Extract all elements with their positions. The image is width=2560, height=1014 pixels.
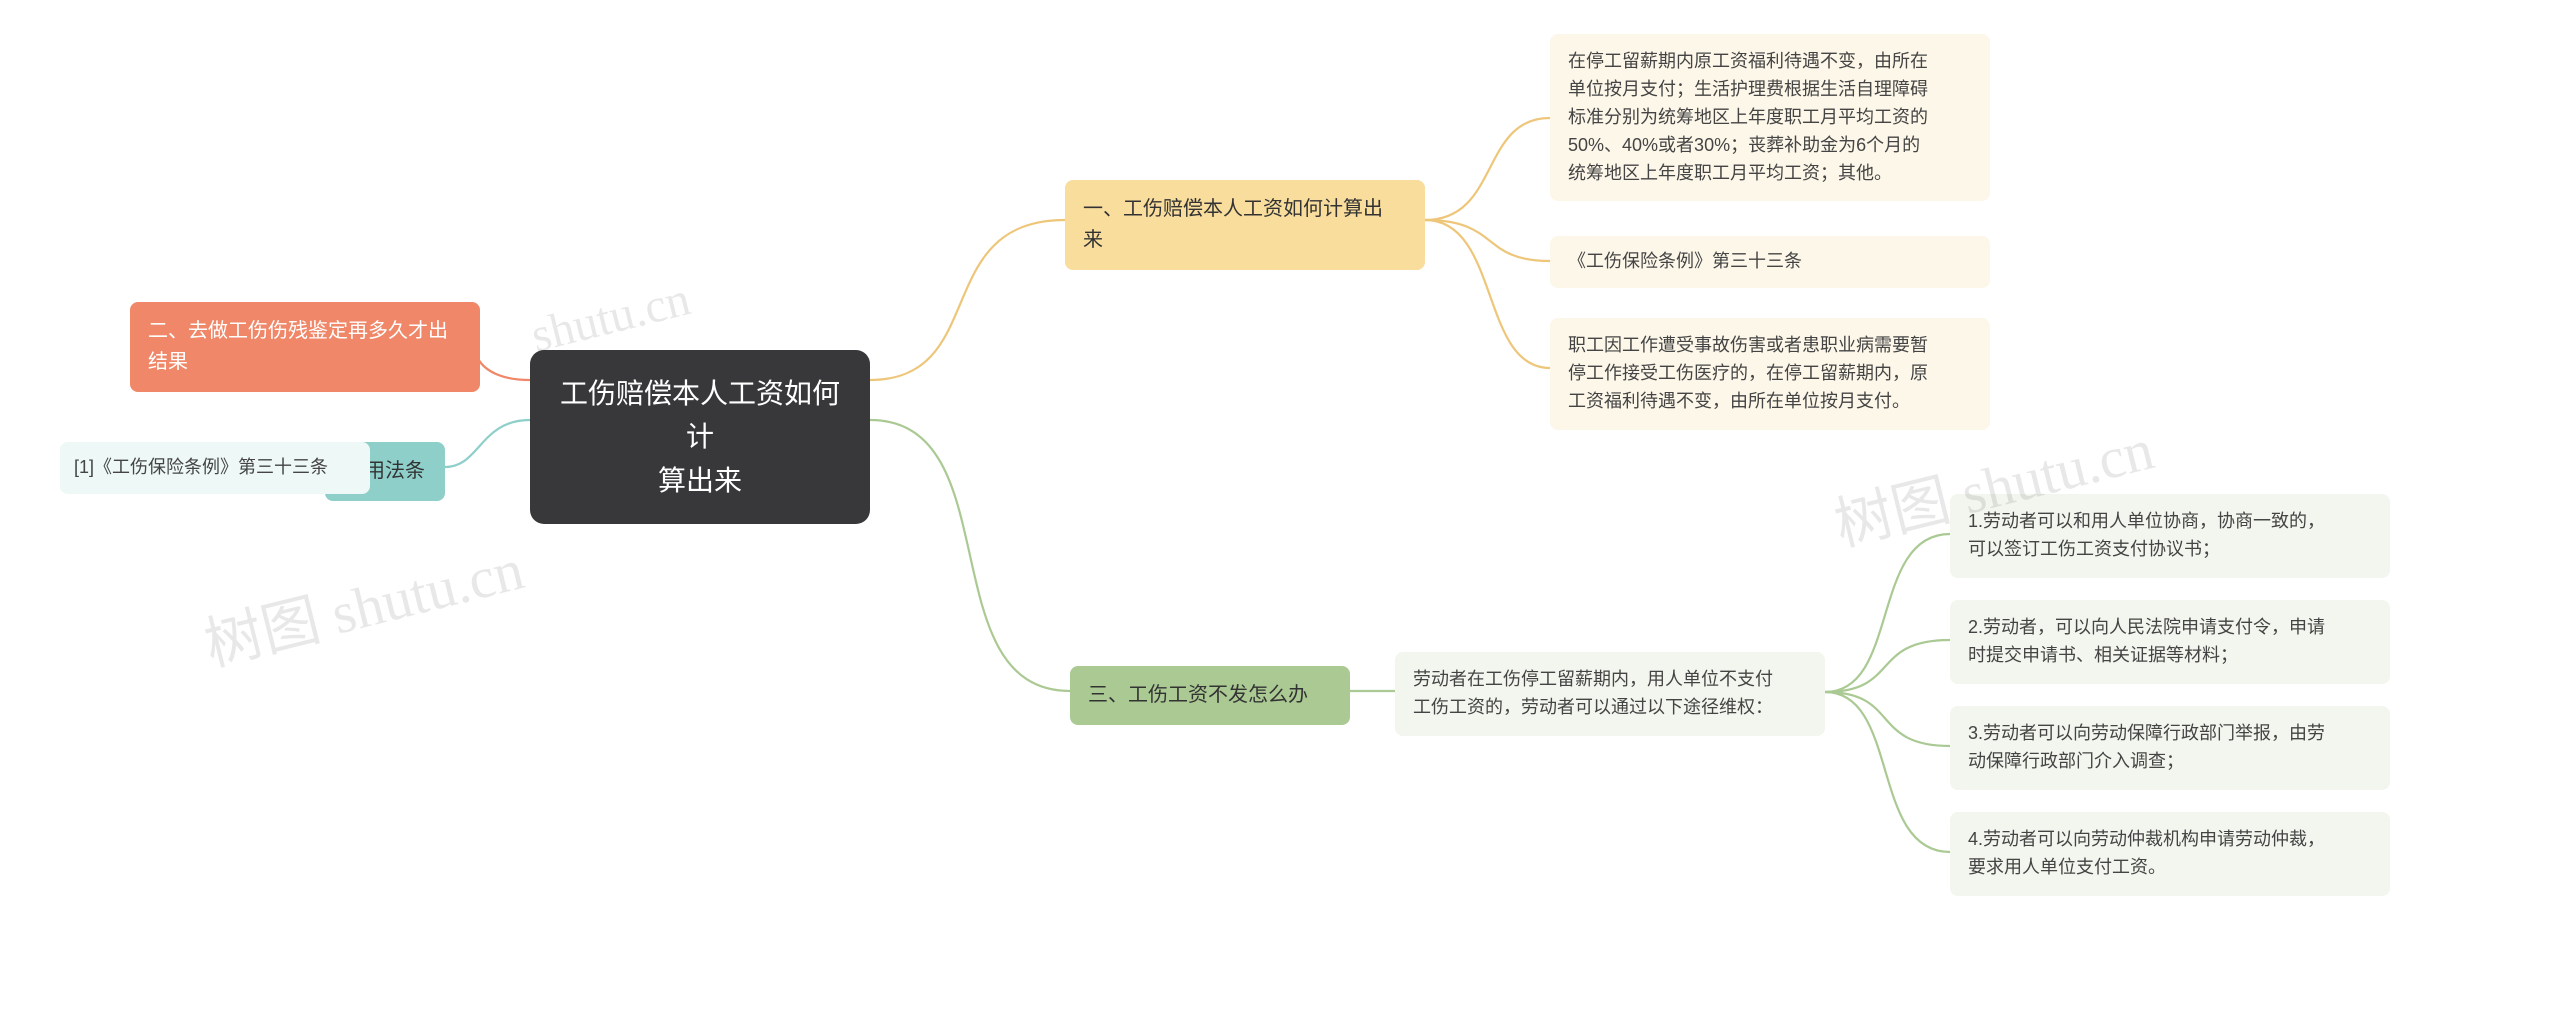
leaf-label: 3.劳动者可以向劳动保障行政部门举报，由劳 动保障行政部门介入调查； bbox=[1968, 723, 2325, 771]
node-section-3[interactable]: 三、工伤工资不发怎么办 bbox=[1070, 666, 1350, 725]
watermark: 树图 shutu.cn bbox=[195, 522, 531, 682]
node-section-2[interactable]: 二、去做工伤伤残鉴定再多久才出 结果 bbox=[130, 302, 480, 392]
leaf-label: 1.劳动者可以和用人单位协商，协商一致的， 可以签订工伤工资支付协议书； bbox=[1968, 511, 2325, 559]
leaf-s3-3[interactable]: 4.劳动者可以向劳动仲裁机构申请劳动仲裁， 要求用人单位支付工资。 bbox=[1950, 812, 2390, 896]
leaf-label: 4.劳动者可以向劳动仲裁机构申请劳动仲裁， 要求用人单位支付工资。 bbox=[1968, 829, 2325, 877]
node-s3-mid[interactable]: 劳动者在工伤停工留薪期内，用人单位不支付 工伤工资的，劳动者可以通过以下途径维权… bbox=[1395, 652, 1825, 736]
leaf-label: 在停工留薪期内原工资福利待遇不变，由所在 单位按月支付；生活护理费根据生活自理障… bbox=[1568, 51, 1928, 183]
leaf-label: 2.劳动者，可以向人民法院申请支付令，申请 时提交申请书、相关证据等材料； bbox=[1968, 617, 2325, 665]
node-label: 二、去做工伤伤残鉴定再多久才出 结果 bbox=[148, 320, 448, 373]
root-label: 工伤赔偿本人工资如何计 算出来 bbox=[560, 378, 840, 496]
node-label: 一、工伤赔偿本人工资如何计算出 来 bbox=[1083, 198, 1383, 251]
node-label: 三、工伤工资不发怎么办 bbox=[1088, 684, 1308, 706]
leaf-s1-1[interactable]: 《工伤保险条例》第三十三条 bbox=[1550, 236, 1990, 288]
leaf-s3-1[interactable]: 2.劳动者，可以向人民法院申请支付令，申请 时提交申请书、相关证据等材料； bbox=[1950, 600, 2390, 684]
leaf-s3-0[interactable]: 1.劳动者可以和用人单位协商，协商一致的， 可以签订工伤工资支付协议书； bbox=[1950, 494, 2390, 578]
leaf-label: [1]《工伤保险条例》第三十三条 bbox=[74, 457, 328, 477]
leaf-label: 《工伤保险条例》第三十三条 bbox=[1568, 251, 1802, 271]
leaf-s1-0[interactable]: 在停工留薪期内原工资福利待遇不变，由所在 单位按月支付；生活护理费根据生活自理障… bbox=[1550, 34, 1990, 201]
leaf-label: 劳动者在工伤停工留薪期内，用人单位不支付 工伤工资的，劳动者可以通过以下途径维权… bbox=[1413, 669, 1773, 717]
leaf-reference-1[interactable]: [1]《工伤保险条例》第三十三条 bbox=[60, 442, 370, 494]
root-node[interactable]: 工伤赔偿本人工资如何计 算出来 bbox=[530, 350, 870, 524]
leaf-s1-2[interactable]: 职工因工作遭受事故伤害或者患职业病需要暂 停工作接受工伤医疗的，在停工留薪期内，… bbox=[1550, 318, 1990, 430]
leaf-s3-2[interactable]: 3.劳动者可以向劳动保障行政部门举报，由劳 动保障行政部门介入调查； bbox=[1950, 706, 2390, 790]
node-section-1[interactable]: 一、工伤赔偿本人工资如何计算出 来 bbox=[1065, 180, 1425, 270]
leaf-label: 职工因工作遭受事故伤害或者患职业病需要暂 停工作接受工伤医疗的，在停工留薪期内，… bbox=[1568, 335, 1928, 411]
